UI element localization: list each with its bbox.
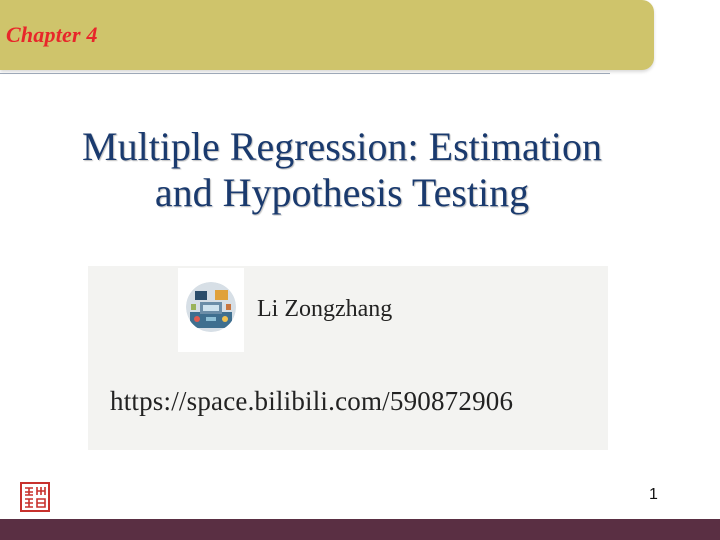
slide-title-line-2: and Hypothesis Testing [154,170,530,215]
author-card [88,266,608,450]
footer-bar [0,519,720,540]
author-url-link[interactable]: https://space.bilibili.com/590872906 [110,386,514,416]
seal-stamp-icon [20,482,50,512]
chapter-header-bar: Chapter 4 [0,0,654,70]
slide-title: Multiple Regression: Estimation and Hypo… [0,124,684,216]
page-number: 1 [649,486,658,503]
header-divider [0,73,610,74]
chapter-label: Chapter 4 [6,22,98,47]
avatar-icon [186,282,236,332]
slide-title-line-1: Multiple Regression: Estimation [82,124,602,169]
author-name: Li Zongzhang [257,296,393,322]
